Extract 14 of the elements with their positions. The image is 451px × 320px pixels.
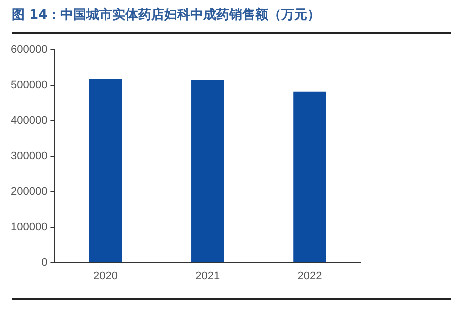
y-tick-label: 500000 — [10, 80, 48, 92]
y-tick-label: 200000 — [10, 186, 48, 198]
bar — [192, 80, 224, 262]
y-tick-label: 400000 — [10, 114, 48, 127]
bar — [89, 79, 122, 262]
bar — [294, 92, 326, 262]
y-tick-label: 0 — [42, 256, 48, 269]
x-tick-label: 2020 — [94, 270, 118, 282]
x-tick-label: 2022 — [298, 270, 322, 282]
y-tick-label: 600000 — [10, 44, 48, 56]
y-tick-label: 100000 — [10, 221, 48, 234]
x-tick-label: 2021 — [196, 270, 220, 282]
y-tick-label: 300000 — [10, 150, 48, 162]
chart-title: 图 14：中国城市实体药店妇科中成药销售额（万元） — [12, 6, 321, 24]
